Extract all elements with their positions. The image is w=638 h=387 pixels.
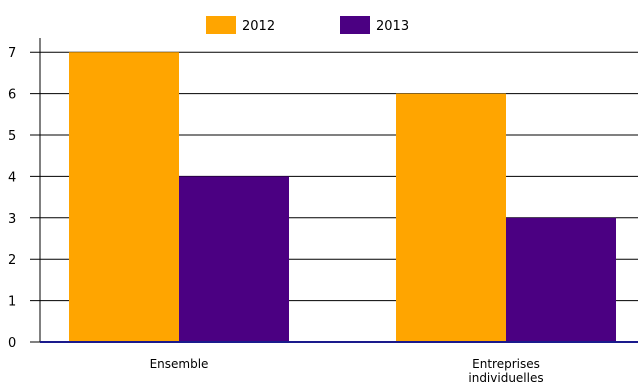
y-tick-label: 3: [8, 212, 16, 227]
legend: 2012 2013: [206, 16, 409, 34]
y-tick-label: 6: [8, 88, 16, 103]
bars: [69, 52, 616, 342]
legend-swatch-2013: [340, 16, 370, 34]
bar-2012-0: [69, 52, 179, 342]
legend-swatch-2012: [206, 16, 236, 34]
y-tick-label: 7: [8, 46, 16, 61]
legend-label-2012: 2012: [242, 19, 275, 34]
y-tick-label: 0: [8, 336, 16, 351]
y-tick-label: 1: [8, 295, 16, 310]
x-tick-label: Entreprises: [472, 357, 540, 371]
bar-2013-1: [506, 217, 616, 342]
y-tick-label: 4: [8, 170, 16, 185]
bar-2012-1: [396, 93, 506, 342]
y-tick-label: 5: [8, 129, 16, 144]
bar-2013-0: [179, 176, 289, 342]
legend-label-2013: 2013: [376, 19, 409, 34]
x-tick-label: Ensemble: [150, 357, 209, 371]
y-tick-label: 2: [8, 253, 16, 268]
y-axis-ticks: 0 1 2 3 4 5 6 7: [8, 46, 16, 351]
x-tick-label: individuelles: [468, 371, 543, 385]
axes: [39, 38, 638, 343]
